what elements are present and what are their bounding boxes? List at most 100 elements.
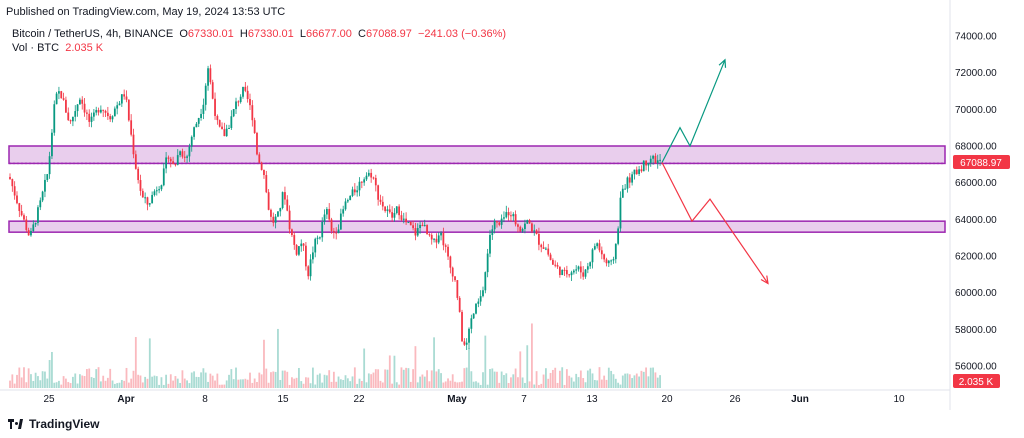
candle-body: [463, 341, 466, 345]
candle-body: [72, 116, 74, 122]
volume-bar: [491, 368, 494, 388]
volume-bar: [621, 375, 624, 388]
candle-body: [221, 126, 223, 130]
candle-body: [486, 253, 489, 273]
volume-bar: [120, 379, 123, 388]
candle-body: [447, 246, 449, 257]
volume-bar: [372, 372, 375, 388]
candle-body: [125, 96, 128, 100]
candle-body: [309, 259, 312, 277]
volume-bar: [486, 384, 489, 388]
volume-bar: [633, 375, 636, 388]
candle-body: [27, 229, 30, 236]
time-tick-label: 8: [202, 394, 208, 405]
volume-bar: [353, 367, 356, 388]
candle-body: [153, 191, 156, 195]
volume-bar: [207, 381, 209, 388]
volume-bar: [395, 382, 398, 388]
candle-body: [526, 220, 529, 224]
price-tick-label: 64000.00: [955, 215, 997, 226]
candle-body: [582, 272, 585, 277]
candle-body: [614, 243, 617, 260]
candle-body: [524, 223, 526, 229]
volume-bar: [67, 382, 70, 388]
candle-body: [510, 215, 512, 217]
volume-bar: [437, 369, 440, 388]
volume-bar: [540, 383, 543, 388]
time-axis[interactable]: 25 Apr 8 15 22 May 7 13 20 26 Jun 10: [43, 394, 905, 405]
volume-bar: [83, 376, 86, 388]
volume-bar: [505, 373, 508, 388]
candle-body: [398, 206, 401, 216]
candle-body: [419, 224, 421, 229]
price-axis[interactable]: 74000.00 72000.00 70000.00 68000.00 66000.00…: [955, 32, 997, 373]
candle-body: [547, 248, 550, 255]
volume-bar: [458, 382, 461, 388]
volume-bar: [386, 369, 389, 388]
volume-bar: [416, 382, 419, 388]
volume-bar: [430, 370, 433, 388]
bearish-scenario-arrow[interactable]: [661, 162, 769, 284]
candle-body: [230, 116, 233, 128]
candle-body: [106, 112, 109, 117]
volume-bar: [493, 371, 496, 388]
candle-body: [169, 158, 172, 162]
candle-body: [172, 161, 174, 165]
candle-body: [351, 189, 354, 196]
candle-body: [430, 234, 433, 240]
volume-bar: [81, 375, 84, 388]
support-zone[interactable]: [8, 220, 946, 233]
candle-body: [48, 156, 51, 175]
volume-bar: [642, 371, 645, 388]
volume-bar: [598, 367, 601, 388]
volume-bar: [342, 379, 345, 388]
candle-body: [423, 224, 426, 227]
volume-bar: [291, 377, 293, 388]
volume-bar: [113, 383, 116, 388]
time-tick-label: 20: [661, 394, 673, 405]
volume-bar: [577, 377, 580, 388]
low-value: 66677.00: [306, 28, 352, 40]
volume-bar: [256, 381, 258, 388]
candle-body: [102, 109, 105, 111]
last-price-badge: [953, 155, 1010, 169]
volume-bar: [25, 382, 28, 388]
candle-body: [237, 101, 240, 103]
candle-body: [13, 186, 16, 196]
candle-body: [437, 235, 440, 243]
scenario-arrows: [661, 58, 769, 285]
volume-bar: [104, 380, 107, 388]
candle-body: [218, 120, 221, 127]
volume-bar: [228, 374, 230, 388]
candle-body: [165, 157, 168, 169]
candle-body: [85, 112, 88, 114]
candle-body: [391, 212, 394, 218]
candle-body: [349, 195, 352, 201]
volume-bar: [51, 351, 53, 388]
volume-bar: [53, 382, 56, 388]
candle-body: [251, 105, 254, 121]
candle-body: [647, 163, 650, 166]
price-tick-label: 60000.00: [955, 288, 997, 299]
candle-body: [517, 224, 519, 227]
volume-bar: [295, 377, 298, 388]
open-value: 67330.01: [187, 28, 234, 40]
candle-body: [482, 290, 484, 297]
volume-bar: [193, 371, 195, 388]
candle-body: [521, 228, 524, 232]
volume-bar: [398, 384, 401, 388]
candle-body: [179, 151, 181, 156]
candle-body: [561, 269, 564, 276]
candle-body: [374, 177, 377, 186]
candle-body: [288, 210, 291, 230]
volume-bar: [440, 373, 442, 388]
bullish-scenario-arrow[interactable]: [661, 59, 726, 163]
volume-bar: [654, 372, 657, 388]
symbol-label: Bitcoin / TetherUS, 4h, BINANCE: [12, 28, 174, 40]
resistance-zone[interactable]: [8, 145, 946, 165]
candle-body: [468, 328, 470, 343]
volume-bar: [123, 380, 126, 388]
volume-bar: [253, 378, 256, 388]
volume-bar: [284, 370, 286, 388]
